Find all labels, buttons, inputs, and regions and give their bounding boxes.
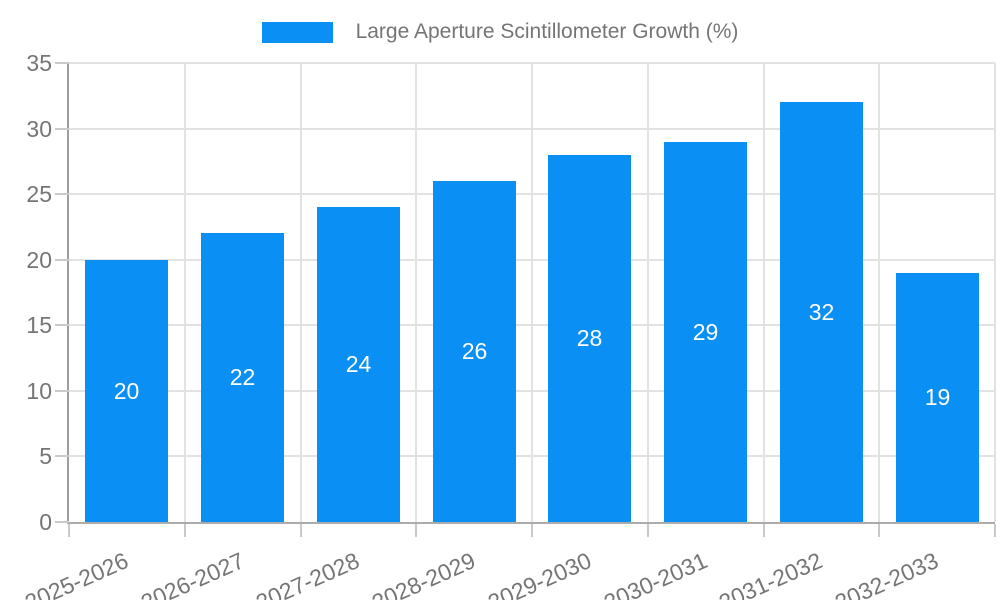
y-axis-tick-label: 10 [26,377,52,404]
y-axis-tick-label: 0 [39,509,52,535]
x-axis-tick-mark [531,524,533,537]
bar[interactable]: 24 [317,207,400,522]
legend-label: Large Aperture Scintillometer Growth (%) [355,20,739,43]
bar[interactable]: 32 [780,102,863,522]
x-axis-tick-mark [878,524,881,537]
y-axis-tick-label: 5 [39,443,52,470]
y-axis-tick-mark [55,193,69,196]
vertical-gridline [531,63,533,522]
y-axis-tick-mark [55,389,69,392]
y-axis-tick-label: 25 [26,181,52,208]
vertical-gridline [646,63,649,522]
vertical-gridline [762,63,765,522]
y-axis-tick-mark [55,62,69,64]
y-axis-tick-label: 20 [26,246,52,273]
vertical-gridline [878,63,881,522]
bar-value-label: 32 [808,298,835,325]
y-axis-tick-mark [55,455,69,458]
x-axis-tick-label: 2028-2029 [368,547,480,600]
vertical-gridline [415,63,418,522]
bar-value-label: 29 [692,318,719,345]
x-axis-tick-mark [68,524,70,537]
x-axis-tick-label: 2027-2028 [252,547,364,600]
chart-legend[interactable]: Large Aperture Scintillometer Growth (%) [0,20,1000,44]
x-axis-tick-mark [299,524,302,537]
x-axis-tick-label: 2032-2033 [831,547,943,600]
x-axis-tick-mark [646,524,649,537]
y-axis-tick-label: 30 [26,115,52,142]
y-axis-tick-mark [55,324,69,327]
x-axis-tick-mark [183,524,186,537]
x-axis-tick-label: 2029-2030 [483,547,595,600]
y-axis-tick-mark [55,127,69,130]
bar[interactable]: 26 [433,181,516,522]
y-axis-tick-mark [55,258,69,261]
y-axis-tick-label: 35 [26,50,52,76]
x-axis-tick-label: 2026-2027 [136,547,248,600]
x-axis-tick-mark [762,524,765,537]
bar-value-label: 22 [229,364,256,390]
x-axis-tick-mark [994,524,996,537]
y-axis-tick-label: 15 [26,312,52,339]
x-axis-tick-label: 2025-2026 [20,547,132,600]
plot-area: 20 22 24 26 28 29 32 19 [67,62,996,524]
legend-swatch-icon [261,21,333,43]
bar-value-label: 20 [113,377,140,404]
bar-value-label: 19 [924,384,951,410]
x-axis-tick-mark [415,524,418,537]
x-axis-tick-label: 2031-2032 [715,547,827,600]
bar-value-label: 24 [345,351,372,377]
bar[interactable]: 29 [664,142,747,522]
x-axis-tick-label: 2030-2031 [599,547,711,600]
bar-value-label: 26 [461,338,488,364]
vertical-gridline [299,63,302,522]
bar[interactable]: 22 [201,233,284,522]
bar-value-label: 28 [576,325,603,351]
vertical-gridline [183,63,186,522]
bar[interactable]: 19 [896,273,979,522]
bar[interactable]: 28 [548,155,631,522]
y-axis-tick-mark [55,521,69,523]
vertical-gridline [994,63,996,522]
bar[interactable]: 20 [85,260,168,522]
